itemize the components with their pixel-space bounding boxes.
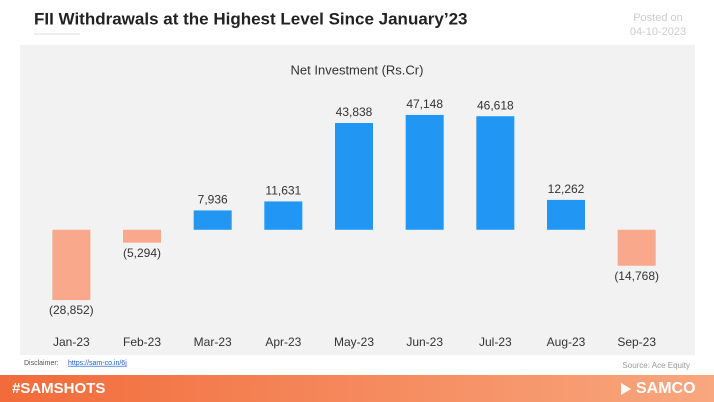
bar xyxy=(547,199,585,230)
posted-label: Posted on xyxy=(633,12,683,24)
x-tick-label: Mar-23 xyxy=(194,335,232,349)
x-tick-label: Jun-23 xyxy=(406,335,443,349)
page-title: FII Withdrawals at the Highest Level Sin… xyxy=(34,9,467,28)
bar xyxy=(476,116,515,230)
bar xyxy=(617,229,656,266)
x-tick-label: Apr-23 xyxy=(265,335,301,349)
value-label: 11,631 xyxy=(265,184,301,198)
footer-band xyxy=(0,375,714,402)
value-label: (14,768) xyxy=(614,269,659,283)
value-label: 47,148 xyxy=(406,97,443,111)
bar xyxy=(52,229,91,301)
x-tick-label: Jul-23 xyxy=(479,335,512,349)
bar xyxy=(405,114,444,230)
value-label: 7,936 xyxy=(198,193,228,207)
bar xyxy=(193,210,232,230)
x-tick-label: Sep-23 xyxy=(617,335,656,349)
x-tick-label: Jan-23 xyxy=(53,335,90,349)
value-label: 43,838 xyxy=(336,105,373,119)
x-tick-label: Aug-23 xyxy=(547,335,586,349)
disclaimer-link[interactable]: https://sam-co.in/6j xyxy=(68,360,127,367)
source: Source: Ace Equity xyxy=(622,361,690,370)
value-label: (28,852) xyxy=(49,303,94,317)
value-label: 12,262 xyxy=(548,182,585,196)
bar xyxy=(264,201,303,230)
hashtag: #SAMSHOTS xyxy=(12,380,105,397)
disclaimer-label: Disclaimer: xyxy=(24,360,59,367)
x-tick-label: May-23 xyxy=(334,335,374,349)
x-tick-label: Feb-23 xyxy=(123,335,161,349)
brand-icon xyxy=(621,383,631,395)
brand: SAMCO xyxy=(636,380,696,397)
bar xyxy=(335,123,373,230)
bar xyxy=(123,229,161,243)
chart-title: Net Investment (Rs.Cr) xyxy=(291,62,424,77)
posted-date: 04-10-2023 xyxy=(630,26,686,38)
value-label: 46,618 xyxy=(477,98,514,112)
value-label: (5,294) xyxy=(123,246,161,260)
